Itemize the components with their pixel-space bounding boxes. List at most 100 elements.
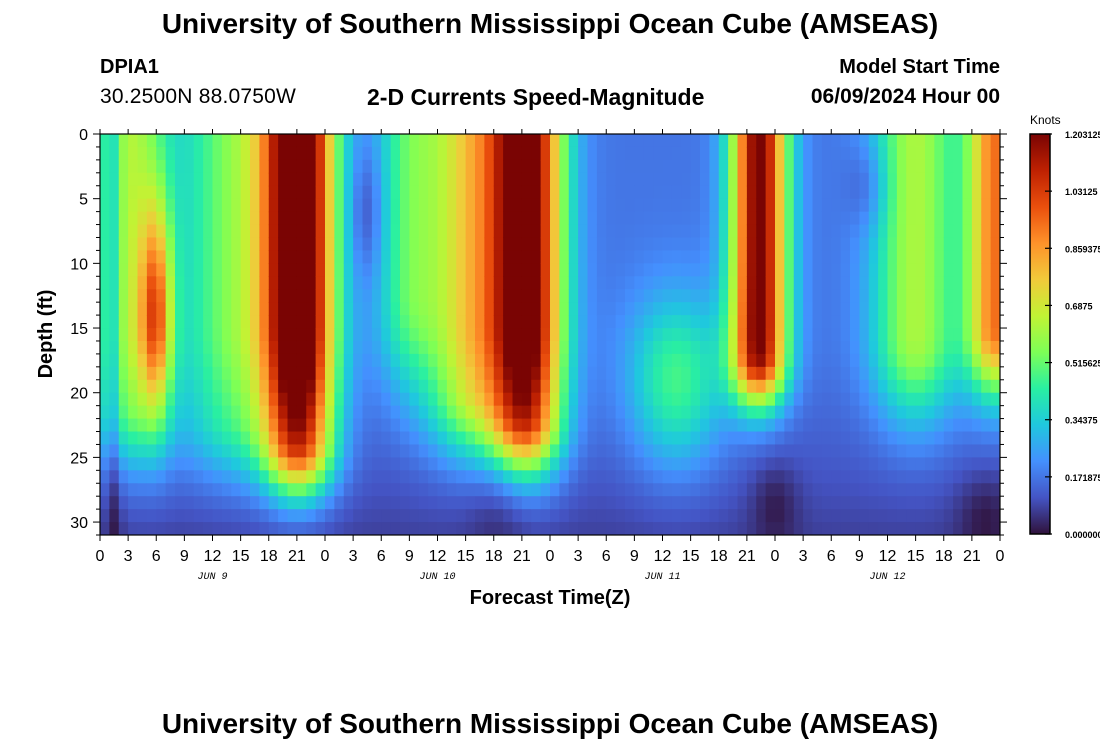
heatmap-cell — [765, 431, 776, 446]
heatmap-cell — [493, 185, 504, 200]
heatmap-cell — [737, 159, 748, 174]
heatmap-cell — [306, 172, 317, 187]
heatmap-cell — [306, 392, 317, 407]
heatmap-cell — [840, 444, 851, 458]
heatmap-cell — [259, 146, 270, 161]
heatmap-cell — [850, 353, 860, 368]
heatmap-cell — [418, 392, 429, 407]
heatmap-cell — [456, 198, 467, 213]
heatmap-cell — [906, 146, 917, 161]
heatmap-cell — [296, 185, 307, 200]
heatmap-cell — [175, 379, 185, 394]
heatmap-cell — [568, 392, 579, 407]
heatmap-cell — [578, 431, 589, 446]
heatmap-cell — [371, 198, 382, 213]
heatmap-cell — [746, 276, 757, 290]
heatmap-cell — [100, 470, 110, 484]
heatmap-cell — [315, 146, 326, 161]
heatmap-cell — [203, 146, 214, 161]
heatmap-cell — [765, 302, 776, 316]
heatmap-cell — [390, 302, 401, 316]
heatmap-cell — [634, 353, 645, 368]
heatmap-cell — [371, 431, 382, 446]
heatmap-cell — [728, 159, 739, 174]
heatmap-cell — [634, 418, 645, 433]
heatmap-cell — [915, 483, 926, 497]
heatmap-cell — [418, 134, 429, 148]
heatmap-cell — [625, 457, 635, 471]
heatmap-cell — [709, 237, 720, 252]
heatmap-cell — [334, 522, 345, 535]
heatmap-cell — [493, 224, 504, 239]
heatmap-cell — [765, 198, 776, 213]
heatmap-cell — [840, 159, 851, 174]
heatmap-cell — [456, 522, 467, 535]
heatmap-cell — [915, 457, 926, 471]
heatmap-cell — [634, 379, 645, 394]
heatmap-cell — [146, 444, 157, 458]
heatmap-cell — [746, 198, 757, 213]
heatmap-cell — [250, 496, 260, 510]
heatmap-cell — [146, 237, 157, 252]
heatmap-cell — [418, 146, 429, 161]
heatmap-cell — [821, 237, 832, 252]
heatmap-cell — [456, 353, 467, 368]
heatmap-cell — [756, 431, 767, 446]
heatmap-cell — [868, 496, 879, 510]
heatmap-cell — [662, 211, 673, 226]
heatmap-cell — [128, 146, 139, 161]
heatmap-cell — [962, 405, 973, 420]
heatmap-cell — [615, 496, 626, 510]
heatmap-cell — [409, 289, 420, 303]
heatmap-cell — [409, 392, 420, 407]
heatmap-cell — [437, 379, 448, 394]
heatmap-cell — [559, 431, 570, 446]
heatmap-cell — [306, 431, 317, 446]
heatmap-cell — [371, 496, 382, 510]
heatmap-cell — [615, 172, 626, 187]
heatmap-cell — [221, 315, 232, 329]
heatmap-cell — [925, 289, 935, 303]
heatmap-cell — [887, 392, 898, 407]
heatmap-cell — [175, 159, 185, 174]
heatmap-cell — [512, 483, 523, 497]
heatmap-cell — [868, 198, 879, 213]
heatmap-cell — [259, 457, 270, 471]
heatmap-cell — [184, 431, 195, 446]
heatmap-cell — [934, 496, 945, 510]
heatmap-cell — [137, 340, 148, 355]
heatmap-cell — [878, 302, 889, 316]
heatmap-cell — [175, 444, 185, 458]
heatmap-cell — [184, 185, 195, 200]
heatmap-cell — [203, 237, 214, 252]
heatmap-cell — [700, 224, 710, 239]
heatmap-cell — [718, 198, 729, 213]
heatmap-cell — [240, 340, 251, 355]
heatmap-cell — [934, 328, 945, 342]
heatmap-cell — [409, 340, 420, 355]
heatmap-cell — [475, 134, 485, 148]
heatmap-cell — [831, 366, 842, 381]
heatmap-cell — [343, 340, 354, 355]
heatmap-cell — [409, 276, 420, 290]
heatmap-cell — [531, 146, 542, 161]
heatmap-cell — [784, 366, 795, 381]
heatmap-cell — [596, 418, 607, 433]
heatmap-cell — [400, 172, 410, 187]
heatmap-cell — [784, 172, 795, 187]
heatmap-cell — [756, 328, 767, 342]
heatmap-cell — [503, 237, 514, 252]
heatmap-cell — [653, 353, 664, 368]
heatmap-cell — [925, 457, 935, 471]
heatmap-cell — [775, 237, 785, 252]
heatmap-cell — [521, 185, 532, 200]
heatmap-cell — [971, 250, 982, 264]
heatmap-cell — [653, 340, 664, 355]
heatmap-cell — [278, 328, 289, 342]
heatmap-cell — [493, 405, 504, 420]
heatmap-cell — [981, 328, 992, 342]
heatmap-cell — [756, 444, 767, 458]
heatmap-cell — [156, 522, 167, 535]
heatmap-cell — [550, 340, 560, 355]
heatmap-cell — [137, 263, 148, 277]
